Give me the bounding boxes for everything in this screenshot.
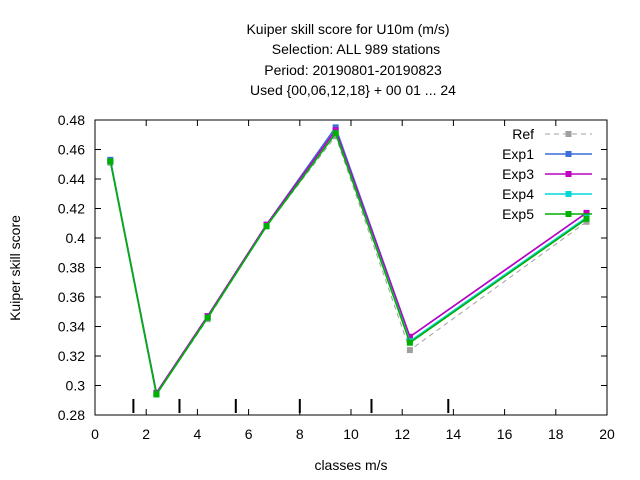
y-tick-label: 0.3 bbox=[66, 378, 86, 394]
data-point bbox=[406, 339, 413, 346]
data-point bbox=[406, 347, 413, 354]
y-axis-label: Kuiper skill score bbox=[7, 215, 23, 321]
x-tick-label: 10 bbox=[343, 426, 359, 442]
legend-item-exp3: Exp3 bbox=[502, 166, 592, 182]
legend-swatch-marker bbox=[565, 131, 572, 137]
legend: Ref Exp1 Exp3 Exp4 Exp5 bbox=[502, 126, 592, 222]
x-tick-label: 6 bbox=[245, 426, 253, 442]
x-tick-label: 8 bbox=[296, 426, 304, 442]
legend-label: Exp5 bbox=[502, 206, 534, 222]
data-point bbox=[332, 130, 339, 137]
data-point bbox=[204, 314, 211, 321]
data-point bbox=[583, 215, 590, 222]
y-tick-label: 0.38 bbox=[58, 260, 85, 276]
x-tick-label: 18 bbox=[548, 426, 564, 442]
title-line-4: Used {00,06,12,18} + 00 01 ... 24 bbox=[250, 82, 456, 98]
chart-title: Kuiper skill score for U10m (m/s) Select… bbox=[246, 21, 456, 98]
y-axis: 0.28 0.3 0.32 0.34 0.36 0.38 0.4 0.42 0.44 0.46 0.… bbox=[58, 112, 607, 423]
legend-label: Exp4 bbox=[502, 186, 534, 202]
title-line-3: Period: 20190801-20190823 bbox=[264, 62, 442, 78]
x-tick-label: 16 bbox=[497, 426, 513, 442]
series-exp5 bbox=[107, 130, 590, 398]
y-tick-label: 0.42 bbox=[58, 201, 85, 217]
legend-swatch-marker bbox=[565, 191, 572, 197]
title-line-1: Kuiper skill score for U10m (m/s) bbox=[246, 21, 449, 37]
data-point bbox=[263, 223, 270, 230]
x-tick-label: 2 bbox=[142, 426, 150, 442]
data-point bbox=[107, 158, 114, 165]
y-tick-label: 0.44 bbox=[58, 171, 85, 187]
class-markers bbox=[132, 399, 450, 413]
legend-swatch-marker bbox=[565, 211, 572, 217]
legend-item-exp5: Exp5 bbox=[502, 206, 592, 222]
y-tick-label: 0.36 bbox=[58, 289, 85, 305]
legend-item-ref: Ref bbox=[512, 126, 592, 142]
legend-item-exp4: Exp4 bbox=[502, 186, 592, 202]
y-tick-label: 0.46 bbox=[58, 142, 85, 158]
x-axis-label: classes m/s bbox=[314, 457, 387, 473]
x-tick-label: 12 bbox=[394, 426, 410, 442]
data-point bbox=[153, 391, 160, 398]
legend-label: Exp3 bbox=[502, 166, 534, 182]
title-line-2: Selection: ALL 989 stations bbox=[272, 41, 440, 57]
y-tick-label: 0.28 bbox=[58, 407, 85, 423]
legend-item-exp1: Exp1 bbox=[502, 146, 592, 162]
legend-label: Exp1 bbox=[502, 146, 534, 162]
x-tick-label: 20 bbox=[599, 426, 615, 442]
x-axis: 0 2 4 6 8 10 12 14 16 18 20 bbox=[91, 120, 615, 442]
y-tick-label: 0.34 bbox=[58, 319, 85, 335]
x-tick-label: 14 bbox=[446, 426, 462, 442]
y-tick-label: 0.32 bbox=[58, 348, 85, 364]
legend-swatch-marker bbox=[565, 151, 572, 157]
data-point bbox=[406, 333, 413, 340]
series-lines bbox=[107, 124, 590, 398]
legend-swatch-marker bbox=[565, 171, 572, 177]
y-tick-label: 0.48 bbox=[58, 112, 85, 128]
legend-label: Ref bbox=[512, 126, 534, 142]
x-tick-label: 0 bbox=[91, 426, 99, 442]
data-point bbox=[583, 209, 590, 216]
x-tick-label: 4 bbox=[194, 426, 202, 442]
y-tick-label: 0.4 bbox=[66, 230, 86, 246]
